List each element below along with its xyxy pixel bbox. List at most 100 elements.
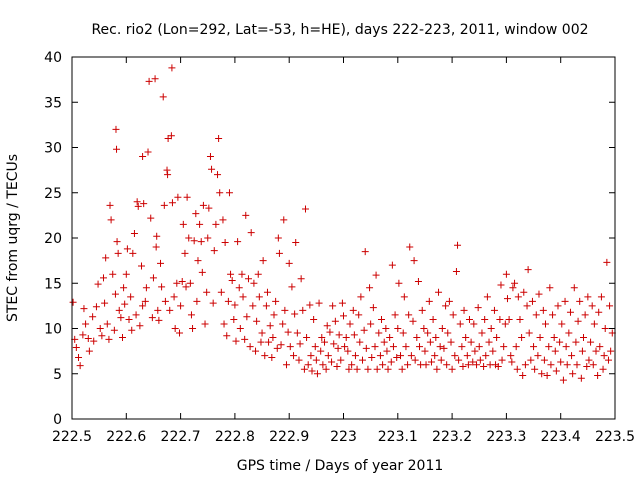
data-point	[496, 315, 504, 323]
data-point	[166, 306, 174, 314]
data-point	[546, 284, 554, 292]
data-point	[411, 356, 419, 364]
data-point	[540, 356, 548, 364]
data-point	[329, 302, 337, 310]
data-point	[133, 198, 141, 206]
data-point	[523, 302, 531, 310]
data-point	[493, 334, 501, 342]
data-point	[168, 199, 176, 207]
data-point	[304, 361, 312, 369]
data-point	[494, 363, 502, 371]
data-point	[138, 262, 146, 270]
data-point	[505, 315, 513, 323]
data-point	[80, 305, 88, 313]
data-point	[319, 361, 327, 369]
x-tick-labels: 222.5 222.6 222.7 222.8 222.9 223 223.1 223.2 22…	[52, 429, 635, 445]
data-point	[360, 326, 368, 334]
data-point	[378, 315, 386, 323]
data-point	[145, 77, 153, 85]
data-point	[82, 320, 90, 328]
data-point	[257, 338, 265, 346]
data-point	[238, 270, 246, 278]
data-point	[171, 325, 179, 332]
data-point	[161, 297, 169, 305]
data-point	[315, 299, 323, 307]
data-point	[199, 201, 207, 209]
data-point	[399, 329, 407, 337]
data-point	[502, 270, 510, 278]
data-point	[144, 148, 152, 156]
data-point	[297, 275, 305, 283]
data-point	[554, 302, 562, 310]
data-point	[541, 320, 549, 328]
data-point	[127, 293, 135, 301]
data-point	[507, 352, 515, 360]
data-points	[69, 64, 616, 384]
data-point	[536, 334, 544, 342]
data-point	[268, 353, 276, 361]
data-point	[361, 248, 369, 256]
data-point	[234, 238, 242, 246]
data-point	[114, 249, 122, 257]
data-point	[281, 306, 289, 314]
data-point	[313, 370, 321, 378]
data-point	[254, 270, 262, 278]
data-point	[252, 347, 260, 355]
data-point	[157, 259, 165, 267]
data-point	[373, 365, 381, 373]
data-point	[475, 343, 483, 351]
data-point	[280, 216, 288, 224]
data-point	[179, 220, 187, 228]
data-point	[197, 238, 205, 246]
data-point	[101, 299, 109, 307]
data-point	[151, 75, 159, 83]
data-point	[125, 315, 133, 323]
data-point	[158, 283, 166, 291]
y-tick-label: 40	[44, 50, 62, 66]
data-point	[427, 358, 435, 366]
data-point	[452, 267, 460, 275]
data-point	[600, 352, 608, 360]
y-tick-label: 30	[44, 141, 62, 157]
data-point	[585, 356, 593, 364]
data-point	[497, 281, 505, 289]
data-point	[323, 322, 331, 330]
data-point	[530, 343, 538, 351]
data-point	[482, 352, 490, 360]
data-point	[249, 302, 257, 310]
data-point	[128, 326, 136, 334]
data-point	[410, 257, 418, 265]
data-point	[102, 254, 110, 262]
data-point	[353, 365, 361, 373]
data-point	[69, 298, 77, 306]
data-point	[503, 295, 511, 303]
y-tick-label: 25	[44, 186, 62, 202]
data-point	[418, 306, 426, 314]
data-point	[333, 363, 341, 371]
data-point	[168, 64, 176, 72]
data-point	[216, 189, 224, 197]
data-point	[217, 288, 225, 296]
data-point	[389, 343, 397, 351]
data-point	[447, 338, 455, 346]
data-point	[92, 303, 100, 311]
data-point	[220, 320, 228, 328]
data-point	[182, 283, 190, 291]
data-point	[588, 302, 596, 310]
data-point	[431, 352, 439, 360]
data-point	[209, 299, 217, 307]
data-point	[568, 352, 576, 360]
data-point	[464, 361, 472, 369]
x-axis-label: GPS time / Days of year 2011	[237, 458, 444, 474]
data-point	[407, 352, 415, 360]
data-point	[395, 279, 403, 287]
data-point	[75, 353, 83, 361]
data-point	[460, 306, 468, 314]
data-point	[590, 320, 598, 328]
data-point	[583, 363, 591, 371]
data-point	[357, 293, 365, 301]
data-point	[208, 165, 216, 173]
data-point	[85, 347, 93, 355]
data-point	[340, 312, 347, 320]
data-point	[142, 284, 150, 292]
